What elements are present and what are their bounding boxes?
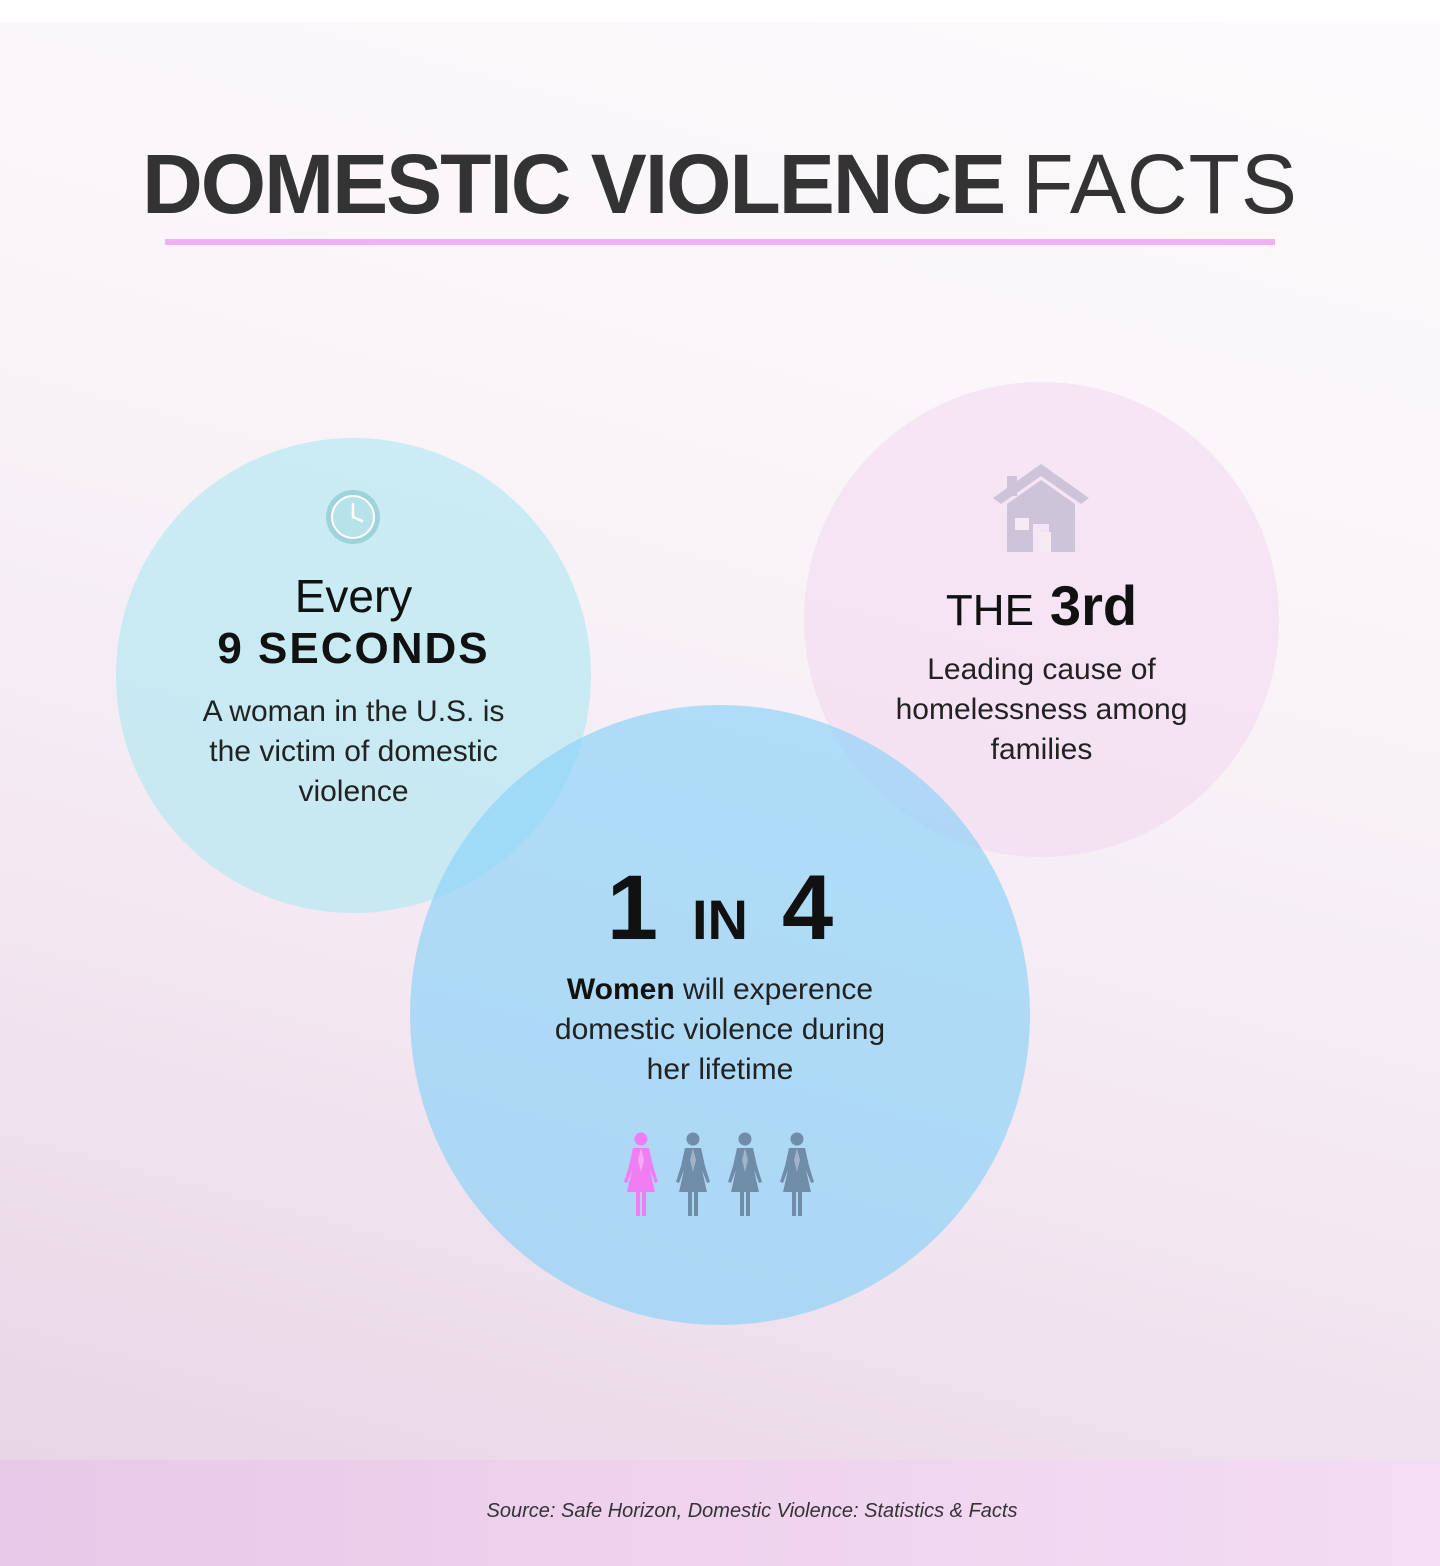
women-fact-circle	[410, 705, 1030, 1325]
title-strong: DOMESTIC VIOLENCE	[142, 137, 1006, 231]
clock-fact-description: A woman in the U.S. is the victim of dom…	[116, 692, 591, 812]
home-desc-line: homelessness among	[895, 693, 1188, 726]
house-icon	[993, 464, 1089, 552]
home-fact-rank: 3rd	[1049, 574, 1138, 637]
women-fact-stat: 1 IN 4	[410, 858, 1030, 985]
home-desc-line: families	[990, 733, 1093, 766]
woman-figure-icon	[780, 1132, 814, 1216]
clock-fact-stat: 9 SECONDS	[217, 624, 490, 673]
women-desc-bold: Women	[566, 973, 675, 1006]
clock-fact-lead: Every	[294, 570, 413, 622]
clock-desc-line: the victim of domestic	[209, 735, 498, 768]
women-fact-num1: 1	[606, 857, 658, 959]
title-light: FACTS	[1022, 137, 1298, 231]
woman-figure-icon	[676, 1132, 710, 1216]
women-fact-in: IN	[692, 888, 748, 951]
clock-desc-line: violence	[298, 775, 409, 808]
women-fact-num2: 4	[782, 857, 834, 959]
women-desc-line: her lifetime	[646, 1053, 794, 1086]
page-title: DOMESTIC VIOLENCE FACTS	[0, 134, 1440, 234]
source-citation: Source: Safe Horizon, Domestic Violence:…	[486, 1500, 1018, 1522]
woman-figure-icon	[728, 1132, 762, 1216]
women-fact-description: Women will experence domestic violence d…	[410, 970, 1030, 1090]
title-underline	[165, 239, 1275, 245]
women-desc-line: Women will experence	[410, 970, 1030, 1010]
infographic-page: DOMESTIC VIOLENCE FACTS Every 9 SECONDS A…	[0, 22, 1440, 1566]
clock-desc-line: A woman in the U.S. is	[202, 695, 505, 728]
footer: Source: Safe Horizon, Domestic Violence:…	[0, 1460, 1440, 1566]
clock-icon	[326, 490, 380, 544]
home-fact-prefix: THE	[945, 586, 1034, 635]
women-desc-line: domestic violence during	[554, 1013, 886, 1046]
women-desc-rest: will experence	[674, 973, 874, 1006]
woman-figure-icon	[624, 1132, 658, 1216]
home-fact-stat: THE 3rd	[804, 574, 1279, 643]
home-fact-description: Leading cause of homelessness among fami…	[804, 650, 1279, 770]
women-figures	[620, 1132, 820, 1218]
home-desc-line: Leading cause of	[927, 653, 1156, 686]
